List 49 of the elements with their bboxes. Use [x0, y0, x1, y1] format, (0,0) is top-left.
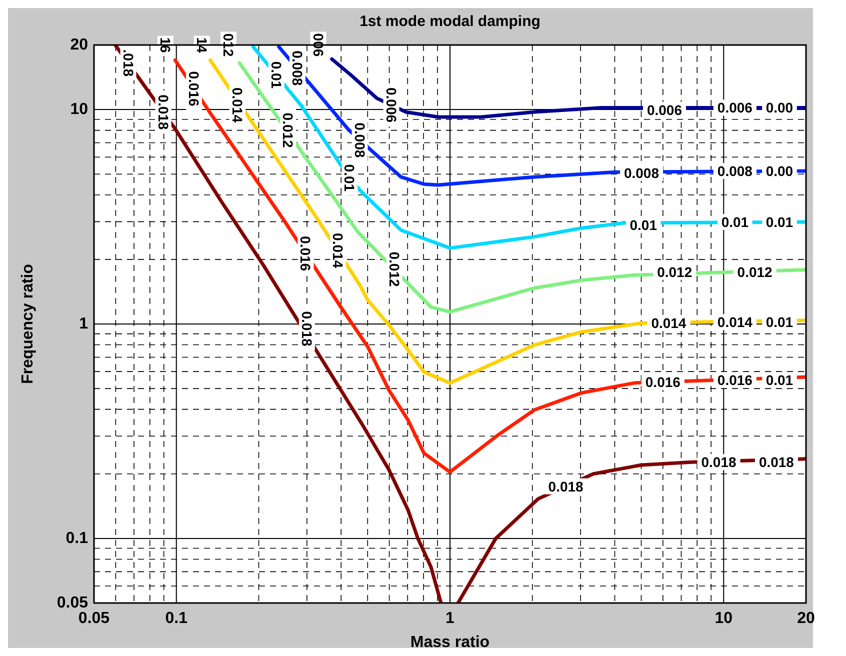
annotation: 0.018 — [758, 454, 794, 470]
annotation: 0.016 — [645, 374, 681, 390]
annotation: 0.01 — [721, 214, 749, 230]
y-tick-label: 0.1 — [66, 530, 88, 547]
y-axis-title: Frequency ratio — [20, 264, 36, 384]
y-tick-label: 1 — [79, 316, 88, 332]
annotation: 0.01 — [342, 164, 358, 192]
annotation: 006 — [310, 33, 326, 57]
annotation: 0.01 — [766, 214, 794, 230]
annotation: 0.01 — [766, 314, 794, 330]
annotation: 0.01 — [268, 61, 284, 89]
annotation: 0.008 — [289, 50, 306, 86]
annotation: 0.016 — [186, 71, 202, 106]
annotation: 0.012 — [386, 252, 402, 287]
annotation: 0.014 — [330, 233, 346, 268]
y-tick-label: 10 — [70, 101, 88, 118]
annotation: 0.014 — [651, 315, 686, 332]
annotation: 0.006 — [717, 100, 753, 116]
annotation: 0.018 — [155, 94, 172, 130]
annotation: 0.00 — [766, 100, 794, 116]
annotation: 0.01 — [630, 217, 658, 234]
annotation: 0.008 — [624, 165, 660, 181]
annotation: 0.016 — [298, 236, 314, 272]
annotation: 14 — [194, 37, 210, 53]
x-axis-title: Mass ratio — [410, 634, 490, 651]
annotation: 16 — [157, 37, 174, 53]
annotation: 0.006 — [646, 102, 682, 118]
annotation: 0.018 — [548, 478, 584, 494]
annotation: 0.01 — [766, 372, 794, 388]
x-tick-label: 1 — [446, 610, 455, 627]
x-tick-label: 0.1 — [165, 610, 188, 627]
x-tick-label: 10 — [714, 610, 733, 627]
x-tick-label: 20 — [797, 610, 815, 627]
annotation: 0.006 — [383, 87, 400, 123]
annotation: 0.018 — [298, 311, 315, 346]
annotation: 0.00 — [766, 162, 794, 179]
annotation: 0.018 — [701, 454, 737, 470]
annotation: 0.008 — [717, 162, 753, 179]
y-tick-label: 20 — [70, 36, 88, 54]
annotation: 0.012 — [280, 112, 296, 148]
annotation: 0.014 — [229, 87, 246, 123]
annotation: .018 — [120, 49, 136, 77]
annotation: 0.012 — [737, 264, 773, 280]
annotation: 0.012 — [657, 264, 692, 280]
y-tick-label: 0.05 — [56, 594, 88, 612]
annotation: 0.014 — [717, 314, 753, 330]
chart-title: 1st mode modal damping — [360, 13, 540, 30]
annotation: 0.008 — [352, 122, 368, 158]
annotation: 0.016 — [717, 372, 753, 388]
